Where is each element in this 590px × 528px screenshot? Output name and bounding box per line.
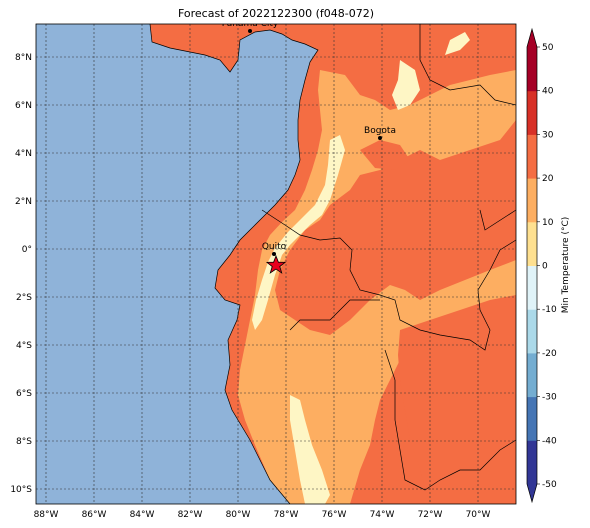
lat-tick-label: 4°S xyxy=(16,341,32,351)
temp-band-20-30 xyxy=(360,140,410,170)
colorbar-tick-label: -20 xyxy=(542,349,557,359)
longitude-labels: 88°W 86°W 84°W 82°W 80°W 78°W 76°W 74°W … xyxy=(34,510,491,520)
lon-tick-label: 74°W xyxy=(370,510,395,520)
colorbar-label: Min Temperature (°C) xyxy=(561,216,571,314)
bogota-label: Bogota xyxy=(364,126,396,136)
map-title: Forecast of 2022122300 (f048-072) xyxy=(177,7,375,20)
lon-tick-label: 70°W xyxy=(466,510,491,520)
lon-tick-label: 76°W xyxy=(322,510,347,520)
lat-tick-label: 6°S xyxy=(16,389,32,399)
lat-tick-label: 4°N xyxy=(15,149,32,159)
lat-tick-label: 8°N xyxy=(15,53,32,63)
colorbar-tick-label: -50 xyxy=(542,480,557,490)
colorbar-tick-label: 40 xyxy=(542,87,554,97)
temp-band-10-20 xyxy=(238,70,516,504)
colorbar-band xyxy=(527,309,537,354)
lat-tick-label: 6°N xyxy=(15,101,32,111)
latitude-labels: 8°N 6°N 4°N 2°N 0° 2°S 4°S 6°S 8°S 10°S xyxy=(10,53,32,495)
bogota-dot xyxy=(378,136,382,140)
colorbar-tick-label: 30 xyxy=(542,130,554,140)
colorbar-tick-label: -10 xyxy=(542,305,557,315)
temp-band-20-30 xyxy=(398,295,516,504)
lon-tick-label: 84°W xyxy=(130,510,155,520)
colorbar-band xyxy=(527,221,537,266)
lat-tick-label: 0° xyxy=(22,245,32,255)
colorbar-tick-label: -30 xyxy=(542,393,557,403)
colorbar-tick-label: 10 xyxy=(542,218,554,228)
colorbar-tick-label: -40 xyxy=(542,436,557,446)
lat-tick-label: 8°S xyxy=(16,437,32,447)
coastlines xyxy=(149,24,516,504)
colorbar-tick-label: 20 xyxy=(542,174,554,184)
panama-city-dot xyxy=(248,29,252,33)
lon-tick-label: 86°W xyxy=(82,510,107,520)
lon-tick-label: 72°W xyxy=(418,510,443,520)
colorbar-band xyxy=(527,352,537,398)
lat-tick-label: 2°S xyxy=(16,293,32,303)
panama-city-label: Panama City xyxy=(222,19,279,29)
colorbar: -50 -40 -30 -20 -10 0 10 20 30 40 50 xyxy=(526,27,557,504)
lon-tick-label: 80°W xyxy=(226,510,251,520)
colorbar-band xyxy=(527,178,537,223)
lon-tick-label: 82°W xyxy=(178,510,203,520)
lat-tick-label: 2°N xyxy=(15,197,32,207)
colorbar-band xyxy=(527,440,537,485)
location-star-icon xyxy=(265,254,287,274)
quito-dot xyxy=(272,252,276,256)
temp-band-0-10 xyxy=(290,395,330,504)
colorbar-band xyxy=(527,265,537,310)
colorbar-extend-low xyxy=(527,484,537,502)
colorbar-band xyxy=(527,47,537,92)
colorbar-band xyxy=(527,396,537,441)
lon-tick-label: 88°W xyxy=(34,510,59,520)
colorbar-extend-high xyxy=(527,29,537,47)
quito-label: Quito xyxy=(262,242,287,252)
temp-band-0-10 xyxy=(252,135,345,330)
plot-frame xyxy=(35,23,517,505)
graticule xyxy=(36,24,516,504)
colorbar-tick-label: 0 xyxy=(542,262,548,272)
colorbar-band xyxy=(527,90,537,135)
temp-band-0-10 xyxy=(445,32,470,55)
colorbar-tick-label: 50 xyxy=(542,43,554,53)
temp-band-0-10 xyxy=(392,60,420,110)
lat-tick-label: 10°S xyxy=(10,485,32,495)
colorbar-band xyxy=(527,134,537,179)
lon-tick-label: 78°W xyxy=(274,510,299,520)
